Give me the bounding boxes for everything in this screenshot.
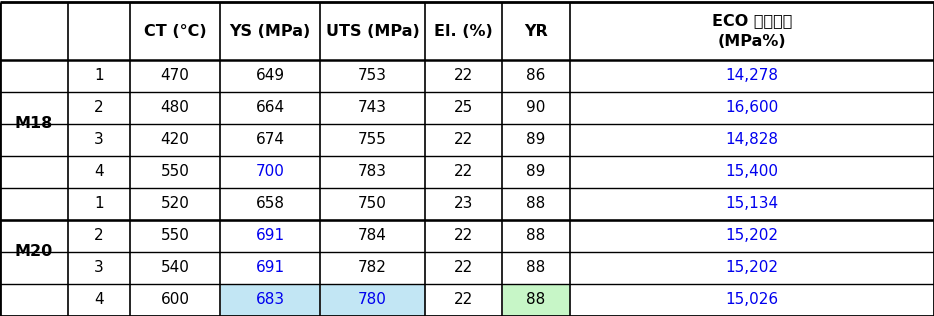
Text: 743: 743 [358,100,387,116]
Text: 15,134: 15,134 [726,197,779,211]
Text: 88: 88 [527,260,545,276]
Text: 550: 550 [161,228,190,244]
Text: 683: 683 [255,293,285,307]
Text: 86: 86 [527,69,545,83]
Text: 4: 4 [94,293,104,307]
Text: 674: 674 [256,132,285,148]
Text: 15,202: 15,202 [726,260,779,276]
Text: 88: 88 [527,293,545,307]
Text: (MPa%): (MPa%) [717,33,786,48]
Text: 4: 4 [94,165,104,179]
Text: 14,278: 14,278 [726,69,779,83]
Text: UTS (MPa): UTS (MPa) [326,23,419,39]
Text: 470: 470 [161,69,190,83]
Text: 22: 22 [454,165,474,179]
Bar [320,284,424,315]
Text: 15,202: 15,202 [726,228,779,244]
Text: 691: 691 [255,260,285,276]
Text: 750: 750 [358,197,387,211]
Text: 755: 755 [358,132,387,148]
Text: 90: 90 [527,100,545,116]
Text: YS (MPa): YS (MPa) [230,23,311,39]
Text: 600: 600 [161,293,190,307]
Text: 23: 23 [454,197,474,211]
Text: 3: 3 [94,132,104,148]
Text: 16,600: 16,600 [726,100,779,116]
Text: 2: 2 [94,100,104,116]
Text: 22: 22 [454,69,474,83]
Text: M20: M20 [15,245,53,259]
Text: YR: YR [524,23,548,39]
Text: 88: 88 [527,228,545,244]
Text: 782: 782 [358,260,387,276]
Text: 664: 664 [255,100,285,116]
Text: 2: 2 [94,228,104,244]
Text: 691: 691 [255,228,285,244]
Text: 22: 22 [454,132,474,148]
Text: 658: 658 [256,197,285,211]
Text: CT (°C): CT (°C) [144,23,206,39]
Bar [220,284,319,315]
Text: 22: 22 [454,228,474,244]
Text: 753: 753 [358,69,387,83]
Text: 15,400: 15,400 [726,165,779,179]
Text: 22: 22 [454,260,474,276]
Text: 14,828: 14,828 [726,132,779,148]
Text: 22: 22 [454,293,474,307]
Text: 1: 1 [94,69,104,83]
Text: 1: 1 [94,197,104,211]
Text: 89: 89 [527,165,545,179]
Text: M18: M18 [15,117,53,131]
Text: 88: 88 [527,197,545,211]
Text: 480: 480 [161,100,190,116]
Text: 25: 25 [454,100,474,116]
Text: 540: 540 [161,260,190,276]
Text: 420: 420 [161,132,190,148]
Text: ECO 강도지수: ECO 강도지수 [712,14,792,28]
Text: 700: 700 [256,165,285,179]
Text: 89: 89 [527,132,545,148]
Text: El. (%): El. (%) [434,23,493,39]
Text: 15,026: 15,026 [726,293,779,307]
Text: 520: 520 [161,197,190,211]
Text: 780: 780 [358,293,387,307]
Text: 550: 550 [161,165,190,179]
Text: 784: 784 [358,228,387,244]
Text: 649: 649 [255,69,285,83]
Text: 783: 783 [358,165,387,179]
Bar [502,284,570,315]
Text: 3: 3 [94,260,104,276]
